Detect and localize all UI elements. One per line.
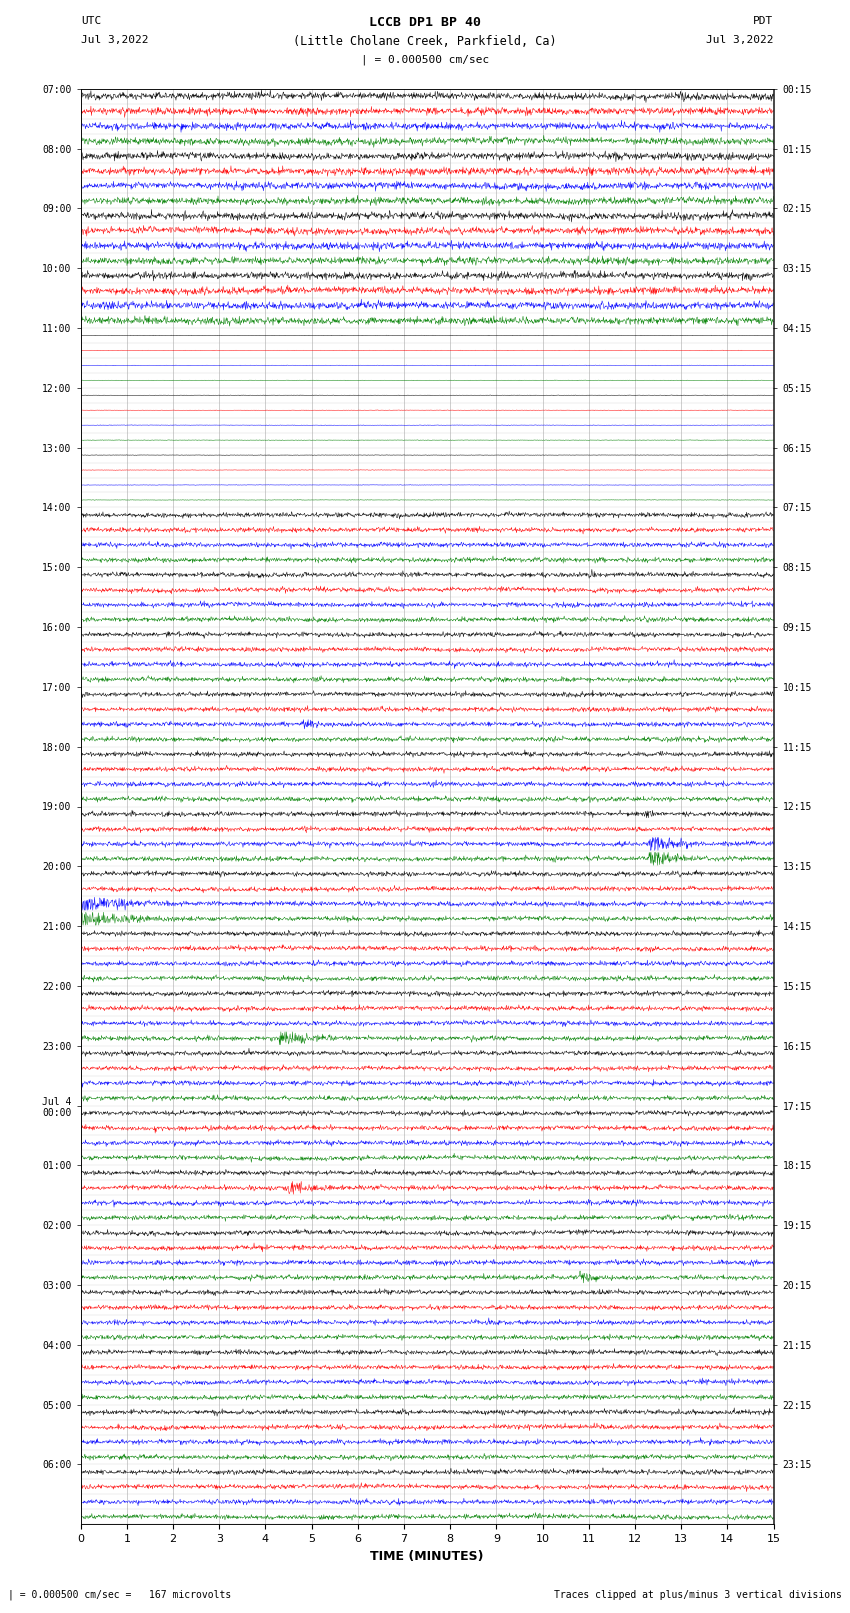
Text: PDT: PDT bbox=[753, 16, 774, 26]
X-axis label: TIME (MINUTES): TIME (MINUTES) bbox=[371, 1550, 484, 1563]
Text: | = 0.000500 cm/sec =   167 microvolts: | = 0.000500 cm/sec = 167 microvolts bbox=[8, 1589, 232, 1600]
Text: UTC: UTC bbox=[81, 16, 101, 26]
Text: (Little Cholane Creek, Parkfield, Ca): (Little Cholane Creek, Parkfield, Ca) bbox=[293, 35, 557, 48]
Text: LCCB DP1 BP 40: LCCB DP1 BP 40 bbox=[369, 16, 481, 29]
Text: | = 0.000500 cm/sec: | = 0.000500 cm/sec bbox=[361, 55, 489, 66]
Text: Jul 3,2022: Jul 3,2022 bbox=[81, 35, 148, 45]
Text: Traces clipped at plus/minus 3 vertical divisions: Traces clipped at plus/minus 3 vertical … bbox=[553, 1590, 842, 1600]
Text: Jul 3,2022: Jul 3,2022 bbox=[706, 35, 774, 45]
